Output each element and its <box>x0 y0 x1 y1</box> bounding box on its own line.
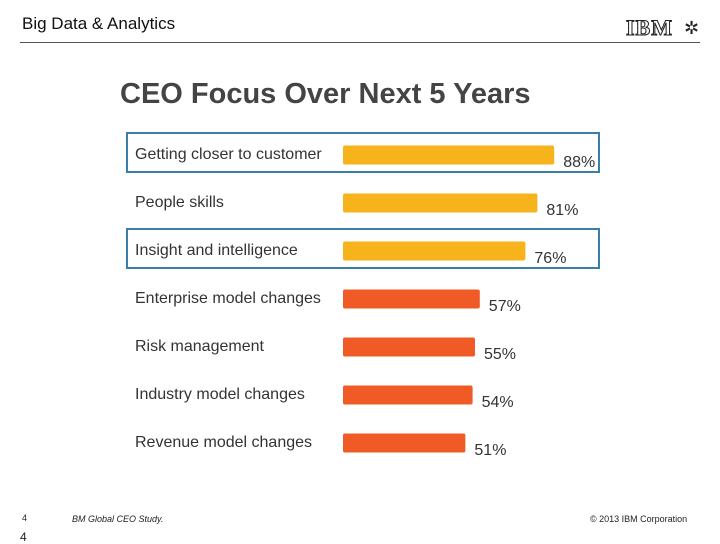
bar-insight-and-intelligence <box>343 241 526 261</box>
ibm-logo: IBM ✲ <box>626 15 702 41</box>
smarter-planet-icon: ✲ <box>684 18 700 38</box>
category-label-revenue-model-changes: Revenue model changes <box>135 434 312 451</box>
value-label-getting-closer-to-customer: 88% <box>563 154 595 171</box>
chart-body: Getting closer to customer 88% People skil… <box>126 132 600 459</box>
category-label-risk-management: Risk management <box>135 338 265 355</box>
value-label-industry-model-changes: 54% <box>482 394 514 411</box>
highlight-box-getting-closer-to-customer <box>126 132 600 173</box>
value-label-people-skills: 81% <box>546 202 578 219</box>
category-label-enterprise-model-changes: Enterprise model changes <box>135 290 321 307</box>
bar-revenue-model-changes <box>343 433 466 453</box>
category-label-industry-model-changes: Industry model changes <box>135 386 305 403</box>
category-label-people-skills: People skills <box>135 194 224 211</box>
bar-getting-closer-to-customer <box>343 145 555 165</box>
bar-enterprise-model-changes <box>343 289 480 309</box>
logo-wordmark: IBM <box>626 15 673 41</box>
copyright-notice: © 2013 IBM Corporation <box>590 514 688 524</box>
highlight-box-insight-and-intelligence <box>126 228 600 269</box>
value-label-enterprise-model-changes: 57% <box>489 298 521 315</box>
bar-industry-model-changes <box>343 385 473 405</box>
page-number: 4 <box>22 513 28 523</box>
bar-risk-management <box>343 337 475 357</box>
value-label-revenue-model-changes: 51% <box>474 442 506 459</box>
value-label-insight-and-intelligence: 76% <box>534 250 566 267</box>
header-divider <box>20 42 700 43</box>
chart-title: CEO Focus Over Next 5 Years <box>120 78 531 110</box>
category-label-insight-and-intelligence: Insight and intelligence <box>135 242 298 259</box>
page-mark: 4 <box>20 530 27 544</box>
value-label-risk-management: 55% <box>484 346 516 363</box>
page-header-title: Big Data & Analytics <box>22 14 176 33</box>
category-label-getting-closer-to-customer: Getting closer to customer <box>135 146 322 163</box>
bar-people-skills <box>343 193 538 213</box>
source-note: BM Global CEO Study. <box>72 514 164 524</box>
